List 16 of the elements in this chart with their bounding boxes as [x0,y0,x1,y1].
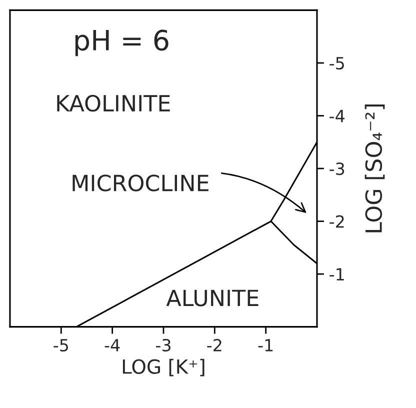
y-tick-label: -5 [330,57,344,70]
x-tick-label: -4 [104,339,120,352]
text: pH = 6 [75,30,168,56]
y-tick-label: -4 [330,110,344,122]
x-tick-label: -3 [156,338,170,352]
annotation: ALUNITE [166,290,258,306]
x-tick-label: -5 [54,339,68,352]
annotation: KAOLINITE [57,94,170,112]
y-tick-label: -1 [330,268,344,280]
annotation: MICROCLINE [72,174,208,192]
x-tick-label: -1 [258,339,273,352]
y-tick-label: -2 [330,215,344,228]
y-tick-label: -3 [330,162,344,176]
x-axis-title: LOG [K⁺] [122,358,204,376]
y-axis-title: LOG [SO₄⁻²] [364,104,385,232]
x-tick-label: -2 [207,338,222,352]
